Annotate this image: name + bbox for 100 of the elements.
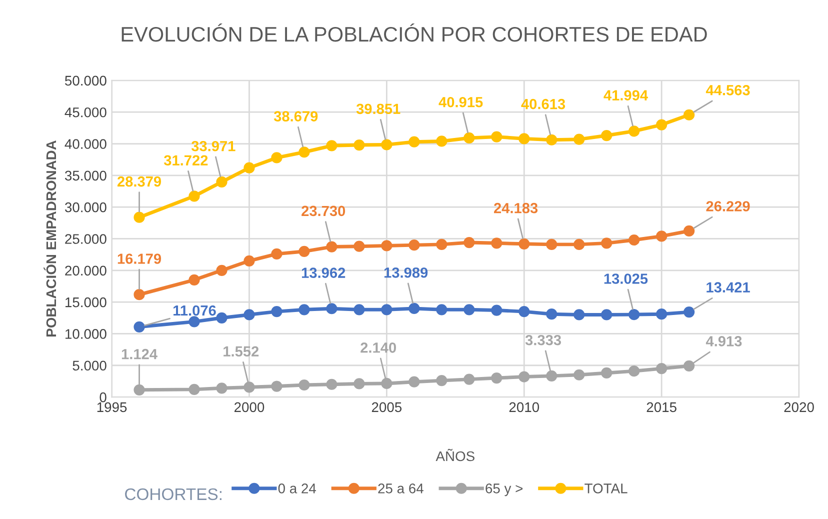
data-label: 26.229 [706,201,750,212]
point [436,136,448,147]
point [271,248,282,260]
point [271,380,282,392]
point [491,372,502,384]
point [381,304,392,316]
y-tick-label: 50.000 [65,76,106,86]
data-label: 41.994 [604,90,648,100]
y-tick-label: 15.000 [66,297,106,308]
point [244,309,255,320]
x-tick-label: 2015 [646,402,676,412]
data-label: 40.613 [521,98,566,110]
y-tick-label: 40.000 [64,139,106,149]
y-tick-label: 35.000 [64,170,106,181]
point [684,225,695,237]
point [684,109,695,120]
point [354,378,365,390]
point [574,238,585,250]
point [464,132,475,144]
point [656,308,668,320]
data-label: 13.962 [302,268,346,278]
data-label: 13.421 [706,282,750,293]
point [601,238,612,249]
point [244,255,255,266]
point [188,316,200,328]
data-label: 23.730 [302,206,346,216]
x-tick-label: 2010 [509,402,540,412]
y-tick-label: 10.000 [66,329,106,339]
legend-label: 0 a 24 [278,484,316,494]
data-label: 3.333 [525,334,561,346]
point [381,240,392,252]
data-label: 39.851 [356,104,400,114]
point [381,139,392,150]
y-axis-title: POBLACIÓN EMPADRONADA [44,140,56,336]
point [271,306,282,318]
legend-label: 65 y > [486,484,522,496]
y-tick-label: 45.000 [64,107,106,118]
point [601,130,612,142]
point [684,306,695,318]
point [298,379,310,391]
point [574,369,585,380]
data-label: 44.563 [706,84,750,96]
point [656,119,668,130]
data-label: 40.915 [438,96,483,108]
point [464,236,475,248]
point [518,371,530,382]
data-label: 24.183 [494,202,538,214]
point [134,321,145,332]
data-label: 38.679 [274,111,318,122]
point [464,374,475,385]
point [326,140,338,152]
y-tick-label: 20.000 [65,266,106,276]
point [464,304,475,316]
point [436,304,448,316]
point [518,238,530,250]
point [298,304,310,316]
legend-label: 25 a 64 [378,484,424,494]
point [436,375,448,386]
chart-title: EVOLUCIÓN DE LA POBLACIÓN POR COHORTES DE EDAD [122,23,707,42]
data-label: 11.076 [174,305,216,316]
point [601,309,612,320]
legend-title: COHORTES: [125,488,222,500]
y-tick-label: 25.000 [65,234,106,244]
x-tick-label: 2000 [234,402,264,412]
x-tick-label: 1995 [97,402,127,412]
data-label: 31.722 [164,155,208,166]
point [326,378,338,390]
point [491,131,502,142]
data-label: 33.971 [191,140,236,152]
point [354,240,365,252]
point [628,309,640,320]
x-tick-label: 2020 [784,402,814,412]
point [628,234,640,246]
point [244,382,255,393]
point [298,146,310,158]
legend-label: TOTAL [584,484,628,494]
data-label: 1.124 [122,348,158,360]
data-label: 28.379 [117,176,162,187]
point [574,309,585,320]
point [408,302,420,314]
x-axis-title: AÑOS [436,448,474,462]
y-tick-label: 30.000 [64,202,106,212]
y-tick-label: 0 [100,392,106,402]
point [216,382,228,394]
point [491,238,502,249]
point [354,139,365,151]
point [546,308,558,320]
point [684,360,695,372]
point [408,376,420,388]
point [656,362,668,374]
point [491,304,502,316]
point [134,212,145,223]
point [601,367,612,379]
point [628,126,640,137]
x-tick-label: 2005 [372,402,402,412]
point [656,230,668,242]
point [271,152,282,164]
point [298,246,310,257]
point [408,136,420,148]
data-label: 13.025 [604,274,648,284]
